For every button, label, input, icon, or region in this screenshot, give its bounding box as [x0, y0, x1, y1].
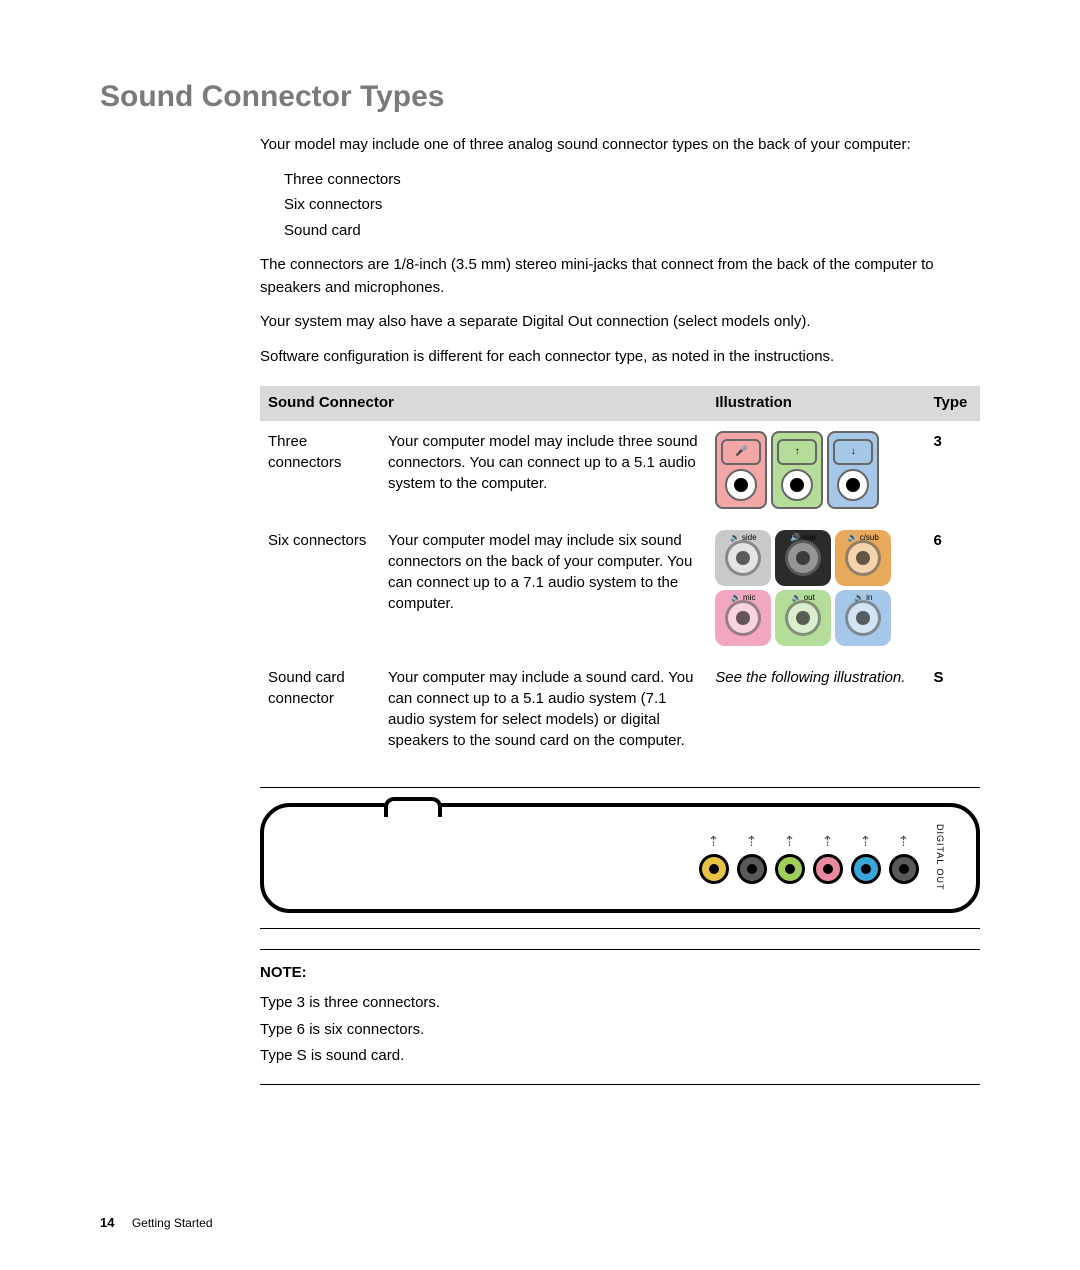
cell-connector-desc: Your computer model may include six soun…: [380, 519, 707, 656]
th-type: Type: [925, 386, 980, 421]
note-section: NOTE: Type 3 is three connectors. Type 6…: [260, 949, 980, 1085]
sound-card-port-icon: ⇡: [889, 831, 919, 884]
main-content: Your model may include one of three anal…: [260, 134, 980, 1085]
footer-section: Getting Started: [132, 1216, 213, 1230]
jack-icon: 🎤: [715, 431, 767, 509]
page-title: Sound Connector Types: [100, 80, 980, 114]
cell-connector-name: Six connectors: [260, 519, 380, 656]
sound-card-bracket: ⇡⇡⇡⇡⇡⇡DIGITAL OUT: [260, 803, 980, 913]
jack-icon: ↓: [827, 431, 879, 509]
sound-card-port-icon: ⇡: [813, 831, 843, 884]
sound-card-port-icon: ⇡: [737, 831, 767, 884]
options-list: Three connectors Six connectors Sound ca…: [284, 169, 980, 243]
illustration-ref-text: See the following illustration.: [715, 669, 905, 686]
paragraph: Software configuration is different for …: [260, 346, 980, 369]
option-item: Three connectors: [284, 169, 980, 192]
jack-icon: 🔊in: [835, 590, 891, 646]
jack-icon: ↑: [771, 431, 823, 509]
page-number: 14: [100, 1215, 114, 1230]
sound-card-port-icon: ⇡: [775, 831, 805, 884]
th-sound-connector: Sound Connector: [260, 386, 707, 421]
paragraph: The connectors are 1/8-inch (3.5 mm) ste…: [260, 254, 980, 299]
sound-card-port-icon: ⇡: [851, 831, 881, 884]
cell-connector-desc: Your computer model may include three so…: [380, 421, 707, 520]
jack-icon: 🔊side: [715, 530, 771, 586]
note-label: NOTE:: [260, 962, 980, 985]
cell-type: 6: [925, 519, 980, 656]
note-line: Type 3 is three connectors.: [260, 992, 980, 1015]
intro-text: Your model may include one of three anal…: [260, 134, 980, 157]
note-line: Type S is sound card.: [260, 1045, 980, 1068]
jack-icon: 🔊out: [775, 590, 831, 646]
digital-out-label: DIGITAL OUT: [933, 824, 947, 891]
table-row: Three connectorsYour computer model may …: [260, 421, 980, 520]
page-footer: 14 Getting Started: [100, 1215, 213, 1230]
cell-illustration: See the following illustration.: [707, 656, 925, 761]
jack-icon: 🔊rear: [775, 530, 831, 586]
connector-table: Sound Connector Illustration Type Three …: [260, 386, 980, 762]
option-item: Six connectors: [284, 194, 980, 217]
table-row: Sound card connectorYour computer may in…: [260, 656, 980, 761]
paragraph: Your system may also have a separate Dig…: [260, 311, 980, 334]
cell-connector-desc: Your computer may include a sound card. …: [380, 656, 707, 761]
note-line: Type 6 is six connectors.: [260, 1019, 980, 1042]
cell-type: 3: [925, 421, 980, 520]
cell-type: S: [925, 656, 980, 761]
jack-icon: 🔊c/sub: [835, 530, 891, 586]
cell-illustration: 🎤↑↓: [707, 421, 925, 520]
th-illustration: Illustration: [707, 386, 925, 421]
option-item: Sound card: [284, 220, 980, 243]
table-row: Six connectorsYour computer model may in…: [260, 519, 980, 656]
jack-icon: 🔊mic: [715, 590, 771, 646]
cell-illustration: 🔊side🔊rear🔊c/sub 🔊mic🔊out🔊in: [707, 519, 925, 656]
cell-connector-name: Sound card connector: [260, 656, 380, 761]
sound-card-port-icon: ⇡: [699, 831, 729, 884]
sound-card-figure: ⇡⇡⇡⇡⇡⇡DIGITAL OUT: [260, 787, 980, 929]
cell-connector-name: Three connectors: [260, 421, 380, 520]
